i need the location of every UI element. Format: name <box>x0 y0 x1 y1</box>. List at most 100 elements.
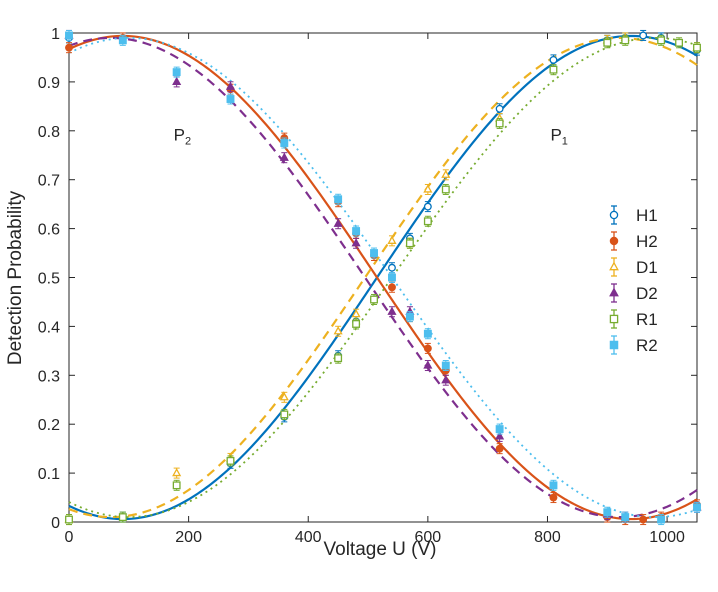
data-point-r2 <box>423 329 432 338</box>
data-point-h2 <box>639 515 648 524</box>
data-point-r1 <box>549 65 558 74</box>
y-tick-label: 0.2 <box>38 417 60 434</box>
legend-label-d2: D2 <box>636 284 658 303</box>
data-point-d1 <box>423 184 433 193</box>
data-point-h2 <box>388 283 396 292</box>
fit-curve-r1 <box>68 36 698 519</box>
data-point-r1 <box>405 239 414 248</box>
data-point-h1 <box>549 55 558 64</box>
annotation-p1: P1 <box>550 126 567 148</box>
data-point-r2 <box>388 273 396 282</box>
legend-label-d1: D1 <box>636 258 658 277</box>
data-point-r1 <box>495 119 504 128</box>
data-point-r2 <box>280 139 289 147</box>
data-point-d2 <box>279 152 289 161</box>
data-point-r2 <box>352 227 361 235</box>
data-point-d2 <box>387 306 397 315</box>
data-point-h2 <box>495 444 504 453</box>
data-point-h2 <box>423 344 432 353</box>
data-point-r1 <box>441 185 450 194</box>
plot-frame-layer <box>68 32 698 523</box>
data-point-r1 <box>118 513 127 522</box>
data-point-h2 <box>65 43 73 52</box>
data-point-r2 <box>693 503 701 512</box>
data-point-r1 <box>370 295 378 304</box>
legend-label-h2: H2 <box>636 232 658 251</box>
legend-marker-h2 <box>609 236 619 246</box>
data-point-d2 <box>423 360 433 369</box>
data-point-d1 <box>351 309 361 318</box>
data-point-d2 <box>225 81 236 90</box>
data-point-d1 <box>387 235 397 244</box>
data-point-d2 <box>333 218 343 227</box>
legend-label-r2: R2 <box>636 336 658 355</box>
legend-label-h1: H1 <box>636 206 658 225</box>
data-point-r1 <box>65 515 73 524</box>
data-point-r2 <box>657 515 666 524</box>
fit-curves-layer <box>68 34 698 521</box>
data-point-r2 <box>441 361 450 370</box>
x-tick-label: 1000 <box>649 529 685 546</box>
data-point-d1 <box>172 467 182 477</box>
data-point-d1 <box>279 392 289 401</box>
x-axis-label: Voltage U (V) <box>324 539 437 560</box>
data-point-r2 <box>334 195 343 204</box>
y-tick-label: 0.5 <box>38 271 60 288</box>
data-point-r1 <box>172 481 181 490</box>
plot-frame <box>68 32 698 523</box>
data-point-d2 <box>351 238 361 247</box>
y-tick-label: 0.8 <box>38 124 60 141</box>
y-tick-label: 0.1 <box>38 466 60 483</box>
legend-marker-r1 <box>609 314 619 324</box>
fit-curve-h2 <box>68 34 698 521</box>
data-point-d2 <box>172 76 182 86</box>
x-tick-label: 0 <box>65 529 74 546</box>
data-point-r1 <box>675 38 684 47</box>
tick-labels-layer: 0 200 400 600 800 1000 0 0.1 0.2 0.3 0.4 0.5 0.6 0.7 0… <box>38 26 685 546</box>
data-point-r2 <box>172 68 181 77</box>
x-tick-label: 600 <box>415 529 442 546</box>
y-tick-label: 0.3 <box>38 368 60 385</box>
fit-curve-r2 <box>68 36 698 519</box>
data-point-r1 <box>621 36 630 45</box>
fit-curve-h1 <box>68 34 698 521</box>
data-point-r2 <box>621 513 630 522</box>
data-point-r1 <box>280 410 289 419</box>
legend-label-r1: R1 <box>636 310 658 329</box>
data-point-h2 <box>549 493 558 502</box>
data-point-r2 <box>118 36 127 45</box>
data-point-r1 <box>352 320 361 328</box>
y-tick-label: 0.7 <box>38 173 60 190</box>
data-point-r1 <box>334 354 343 363</box>
data-point-r2 <box>226 95 235 103</box>
legend-marker-h1 <box>609 210 619 220</box>
y-axis-label: Detection Probability <box>5 190 26 365</box>
data-point-h1 <box>639 31 648 40</box>
y-tick-label: 0.4 <box>38 319 60 336</box>
x-tick-label: 400 <box>295 529 322 546</box>
data-point-r1 <box>226 456 235 465</box>
data-points-layer <box>64 29 702 526</box>
annotation-p2: P2 <box>174 126 191 148</box>
data-point-d2 <box>441 375 451 384</box>
legend-marker-d1 <box>609 261 619 271</box>
data-point-d2 <box>495 431 505 440</box>
y-tick-label: 0.9 <box>38 75 60 92</box>
data-point-h1 <box>423 202 432 211</box>
y-tick-label: 0 <box>51 515 60 532</box>
legend-marker-r2 <box>609 340 619 350</box>
data-point-d1 <box>441 169 451 178</box>
fit-curve-d2 <box>68 36 698 519</box>
legend-marker-d2 <box>609 287 619 297</box>
y-tick-label: 0.6 <box>38 222 60 239</box>
data-point-r1 <box>693 43 701 52</box>
data-point-r2 <box>65 31 73 40</box>
data-point-r1 <box>423 217 432 226</box>
fit-curve-d1 <box>68 36 698 519</box>
data-point-r2 <box>603 508 612 517</box>
legend: H1 H2 D1 D2 R1 R2 <box>609 205 658 355</box>
x-tick-label: 800 <box>534 529 561 546</box>
data-point-r2 <box>549 481 558 490</box>
data-point-r2 <box>405 312 414 321</box>
